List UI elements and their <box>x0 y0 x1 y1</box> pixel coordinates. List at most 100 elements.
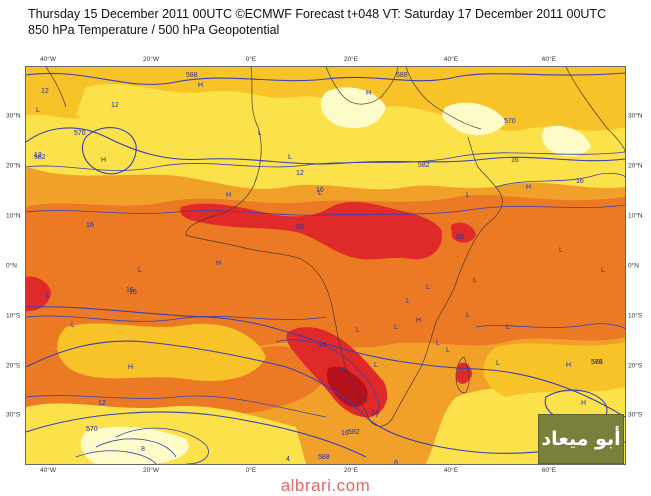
lat-tick-right: 20°S <box>628 362 643 370</box>
pressure-marker: L <box>138 267 142 274</box>
temperature-label: 12 <box>296 170 304 177</box>
temperature-contours <box>26 151 625 464</box>
lat-tick-left: 20°S <box>6 362 21 370</box>
pressure-marker: L <box>288 154 292 161</box>
temperature-label: 20 <box>296 224 304 231</box>
temperature-zone-very-cold-1 <box>320 87 386 128</box>
pressure-marker: H <box>198 82 203 89</box>
geopotential-label: 582 <box>418 162 430 169</box>
temperature-label: 12 <box>34 152 42 159</box>
geopotential-label: 582 <box>34 154 46 161</box>
temperature-label: 8 <box>394 460 398 464</box>
lat-tick-right: 20°N <box>628 162 643 170</box>
lon-tick-top: 20°W <box>143 56 159 63</box>
pressure-marker: L <box>318 190 322 197</box>
temperature-label: 20 <box>338 367 346 374</box>
temperature-label: 8 <box>141 446 145 453</box>
pressure-marker: L <box>436 340 440 347</box>
lon-tick-top: 40°E <box>443 56 459 63</box>
lat-tick-left: 30°N <box>6 112 21 120</box>
pressure-marker: L <box>426 284 430 291</box>
temperature-label: 16 <box>86 222 94 229</box>
watermark-logo-text: أبو ميعاد <box>541 428 621 450</box>
temperature-zone-very-hot-east <box>451 222 476 243</box>
pressure-marker: H <box>566 362 571 369</box>
temperature-zone-mild-southeast <box>483 342 625 397</box>
watermark-logo: أبو ميعاد <box>538 414 624 464</box>
lat-tick-right: 30°N <box>628 112 643 120</box>
pressure-marker: H <box>216 260 221 267</box>
lat-tick-left: 10°S <box>6 312 21 320</box>
lon-tick-bottom: 0°E <box>245 467 257 474</box>
pressure-marker: L <box>36 107 40 114</box>
pressure-marker: H <box>101 157 106 164</box>
lat-tick-left: 0°N <box>6 262 17 270</box>
pressure-marker: L <box>506 324 510 331</box>
temperature-label: 24 <box>319 342 327 349</box>
temperature-label: 16 <box>511 157 519 164</box>
pressure-marker: L <box>466 192 470 199</box>
title-line-2: 850 hPa Temperature / 500 hPa Geopotenti… <box>28 23 280 37</box>
pressure-marker: L <box>446 347 450 354</box>
lon-tick-top: 60°E <box>541 56 557 63</box>
pressure-marker: L <box>258 130 262 137</box>
lon-tick-bottom: 60°E <box>541 467 557 474</box>
temperature-label: 12 <box>111 102 119 109</box>
pressure-marker: L <box>473 277 477 284</box>
temperature-label: 12 <box>41 88 49 95</box>
forecast-map: 12 12 16 12 16 16 20 20 16 16 24 24 20 1… <box>25 66 626 465</box>
lat-tick-right: 0°N <box>628 262 639 270</box>
lat-tick-left: 20°N <box>6 162 21 170</box>
watermark-url[interactable]: albrari.com <box>280 476 371 495</box>
pressure-marker: L <box>601 267 605 274</box>
pressure-marker: L <box>394 324 398 331</box>
lon-tick-bottom: 20°W <box>143 467 159 474</box>
geopotential-label: 588 <box>186 72 198 79</box>
temperature-zone-very-hot-sahel <box>180 202 442 260</box>
pressure-marker: H <box>526 184 531 191</box>
geopotential-label: 582 <box>348 429 360 436</box>
temperature-label: 16 <box>341 430 349 437</box>
pressure-marker: L <box>364 397 368 404</box>
temperature-zone-very-cold-south <box>80 426 189 464</box>
temperature-zone-very-hot-west <box>26 276 51 312</box>
temperature-zone-very-cold-2 <box>442 102 506 136</box>
pressure-marker: L <box>71 322 75 329</box>
temperature-label: 12 <box>98 400 106 407</box>
geopotential-label: 570 <box>504 118 516 125</box>
title-line-1: Thursday 15 December 2011 00UTC ©ECMWF F… <box>28 7 607 21</box>
temperature-label: 16 <box>316 187 324 194</box>
pressure-marker: H <box>581 400 586 407</box>
lon-tick-top: 20°E <box>343 56 359 63</box>
geopotential-label: 576 <box>74 130 86 137</box>
temperature-label: 4 <box>286 456 290 463</box>
temperature-label: 16 <box>126 287 134 294</box>
temperature-label: 20 <box>456 234 464 241</box>
temperature-zone-extreme-south <box>326 366 368 408</box>
coastlines <box>45 67 625 427</box>
lat-tick-left: 10°N <box>6 212 21 220</box>
pressure-marker: H <box>128 364 133 371</box>
map-title: Thursday 15 December 2011 00UTC ©ECMWF F… <box>28 6 638 38</box>
geopotential-label: 588 <box>318 454 330 461</box>
geopotential-label: 576 <box>591 359 603 366</box>
geopotential-label: 588 <box>396 72 408 79</box>
temperature-zone-mild-southwest <box>57 323 266 381</box>
lon-tick-bottom: 20°E <box>343 467 359 474</box>
pressure-marker: L <box>496 360 500 367</box>
pressure-marker: L <box>559 247 563 254</box>
lat-tick-left: 30°S <box>6 411 21 419</box>
pressure-marker: L <box>356 327 360 334</box>
geopotential-contours <box>26 72 625 458</box>
temperature-zone-very-cold-3 <box>542 125 591 157</box>
pressure-marker: H <box>366 90 371 97</box>
pressure-marker: L <box>46 292 50 299</box>
temperature-label: 16 <box>576 178 584 185</box>
geopotential-label: 570 <box>86 426 98 433</box>
pressure-marker: L <box>406 298 410 305</box>
lat-tick-right: 30°S <box>628 411 643 419</box>
temperature-label: 16 <box>129 289 137 296</box>
lat-tick-right: 10°N <box>628 212 643 220</box>
temperature-zone-cold-interior <box>76 84 500 148</box>
pressure-marker: H <box>416 317 421 324</box>
